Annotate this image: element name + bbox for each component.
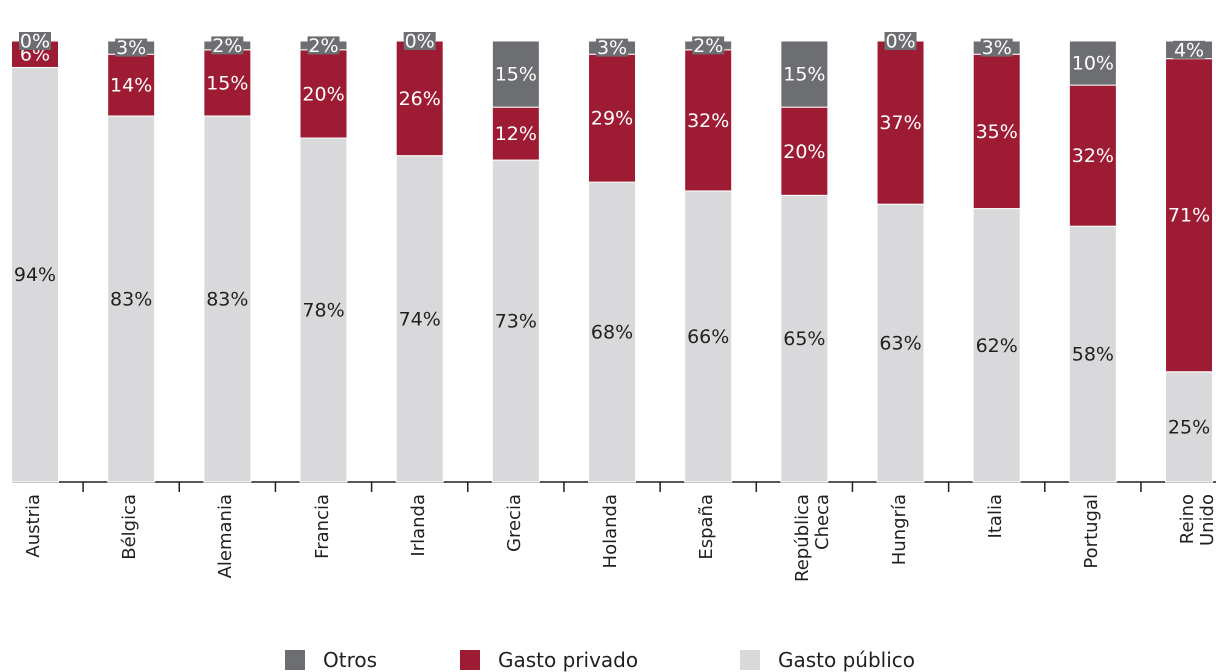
data-label: 20% bbox=[302, 83, 344, 105]
bar-segment bbox=[11, 66, 59, 483]
legend-label: Gasto privado bbox=[498, 648, 639, 672]
bar-segment bbox=[395, 155, 444, 483]
bar-segment bbox=[972, 53, 1021, 210]
data-label: 73% bbox=[495, 311, 537, 333]
data-label: 68% bbox=[591, 322, 633, 344]
data-label: 15% bbox=[495, 64, 537, 86]
x-tick-label: Alemania bbox=[215, 494, 237, 579]
legend-item: Gasto privado bbox=[460, 648, 638, 672]
bar-segment bbox=[203, 115, 252, 483]
bar-segment bbox=[588, 53, 637, 183]
bar-segment bbox=[1068, 84, 1117, 227]
data-label: 14% bbox=[110, 75, 152, 97]
data-label: 32% bbox=[1072, 145, 1114, 167]
label-background bbox=[1173, 40, 1206, 59]
x-tick-label: Italia bbox=[984, 494, 1006, 539]
data-label: 94% bbox=[14, 264, 56, 286]
bar-segment bbox=[1068, 40, 1117, 86]
bar-segment bbox=[1068, 225, 1117, 483]
bar-segment bbox=[876, 40, 925, 205]
bar-segment bbox=[395, 40, 444, 157]
label-background bbox=[307, 36, 340, 55]
label-background bbox=[692, 36, 725, 55]
data-label: 3% bbox=[116, 37, 146, 59]
legend-item: Gasto público bbox=[740, 648, 915, 672]
x-tick-label: Portugal bbox=[1080, 494, 1102, 569]
label-background bbox=[403, 32, 436, 50]
label-background bbox=[115, 38, 148, 57]
bar-segment bbox=[203, 49, 252, 117]
data-label: 15% bbox=[783, 64, 825, 86]
legend-label: Gasto público bbox=[778, 648, 916, 672]
data-label: 66% bbox=[687, 326, 729, 348]
bar-segment bbox=[588, 181, 637, 483]
data-label: 2% bbox=[212, 35, 242, 57]
x-tick-label: Grecia bbox=[503, 494, 525, 552]
data-label: 58% bbox=[1072, 344, 1114, 366]
label-background bbox=[884, 32, 917, 50]
bar-segment bbox=[780, 40, 829, 108]
x-tick-label: Holanda bbox=[600, 494, 622, 569]
bar-segment bbox=[491, 106, 540, 161]
x-tick-label: República Checa bbox=[792, 494, 834, 582]
data-label: 4% bbox=[1174, 39, 1204, 61]
data-label: 15% bbox=[206, 72, 248, 94]
data-label: 65% bbox=[783, 328, 825, 350]
data-label: 37% bbox=[879, 112, 921, 134]
x-tick-label: Reino Unido bbox=[1177, 494, 1216, 547]
label-background bbox=[980, 38, 1013, 57]
data-label: 0% bbox=[885, 31, 915, 53]
x-tick-label: España bbox=[696, 494, 718, 560]
bar-segment bbox=[780, 106, 829, 196]
data-label: 3% bbox=[982, 37, 1012, 59]
bar-segment bbox=[491, 159, 540, 483]
data-label: 0% bbox=[405, 31, 435, 53]
bar-segment bbox=[299, 49, 348, 139]
data-label: 3% bbox=[597, 37, 627, 59]
data-label: 62% bbox=[976, 335, 1018, 357]
data-label: 0% bbox=[20, 31, 50, 53]
bar-segment bbox=[780, 194, 829, 483]
data-label: 78% bbox=[302, 300, 344, 322]
x-tick-label: Bélgica bbox=[119, 494, 141, 560]
legend-swatch bbox=[460, 650, 480, 670]
x-tick-label: Francia bbox=[311, 494, 333, 559]
data-label: 2% bbox=[308, 35, 338, 57]
label-background bbox=[211, 36, 244, 55]
bar-segment bbox=[1165, 58, 1214, 373]
data-label: 35% bbox=[976, 121, 1018, 143]
data-label: 83% bbox=[206, 288, 248, 310]
data-label: 20% bbox=[783, 141, 825, 163]
bar-segment bbox=[107, 53, 156, 117]
bar-segment bbox=[876, 203, 925, 483]
data-label: 25% bbox=[1168, 416, 1210, 438]
legend-item: Otros bbox=[285, 648, 377, 672]
legend-swatch bbox=[740, 650, 760, 670]
data-label: 10% bbox=[1072, 53, 1114, 75]
data-label: 2% bbox=[693, 35, 723, 57]
label-background bbox=[596, 38, 629, 57]
data-label: 32% bbox=[687, 110, 729, 132]
data-label: 71% bbox=[1168, 205, 1210, 227]
x-tick-label: Hungría bbox=[888, 494, 910, 566]
data-label: 83% bbox=[110, 288, 152, 310]
legend-swatch bbox=[285, 650, 305, 670]
data-label: 63% bbox=[879, 333, 921, 355]
data-label: 74% bbox=[399, 308, 441, 330]
data-label: 26% bbox=[399, 88, 441, 110]
x-tick-label: Irlanda bbox=[407, 494, 429, 557]
data-label: 12% bbox=[495, 123, 537, 145]
bar-segment bbox=[299, 137, 348, 483]
bar-segment bbox=[684, 190, 733, 483]
bar-segment bbox=[684, 49, 733, 192]
legend-label: Otros bbox=[323, 648, 378, 672]
data-label: 29% bbox=[591, 108, 633, 130]
x-tick-label: Austria bbox=[23, 494, 44, 558]
bar-segment bbox=[107, 115, 156, 483]
label-background bbox=[19, 32, 51, 50]
bar-segment bbox=[491, 40, 540, 108]
